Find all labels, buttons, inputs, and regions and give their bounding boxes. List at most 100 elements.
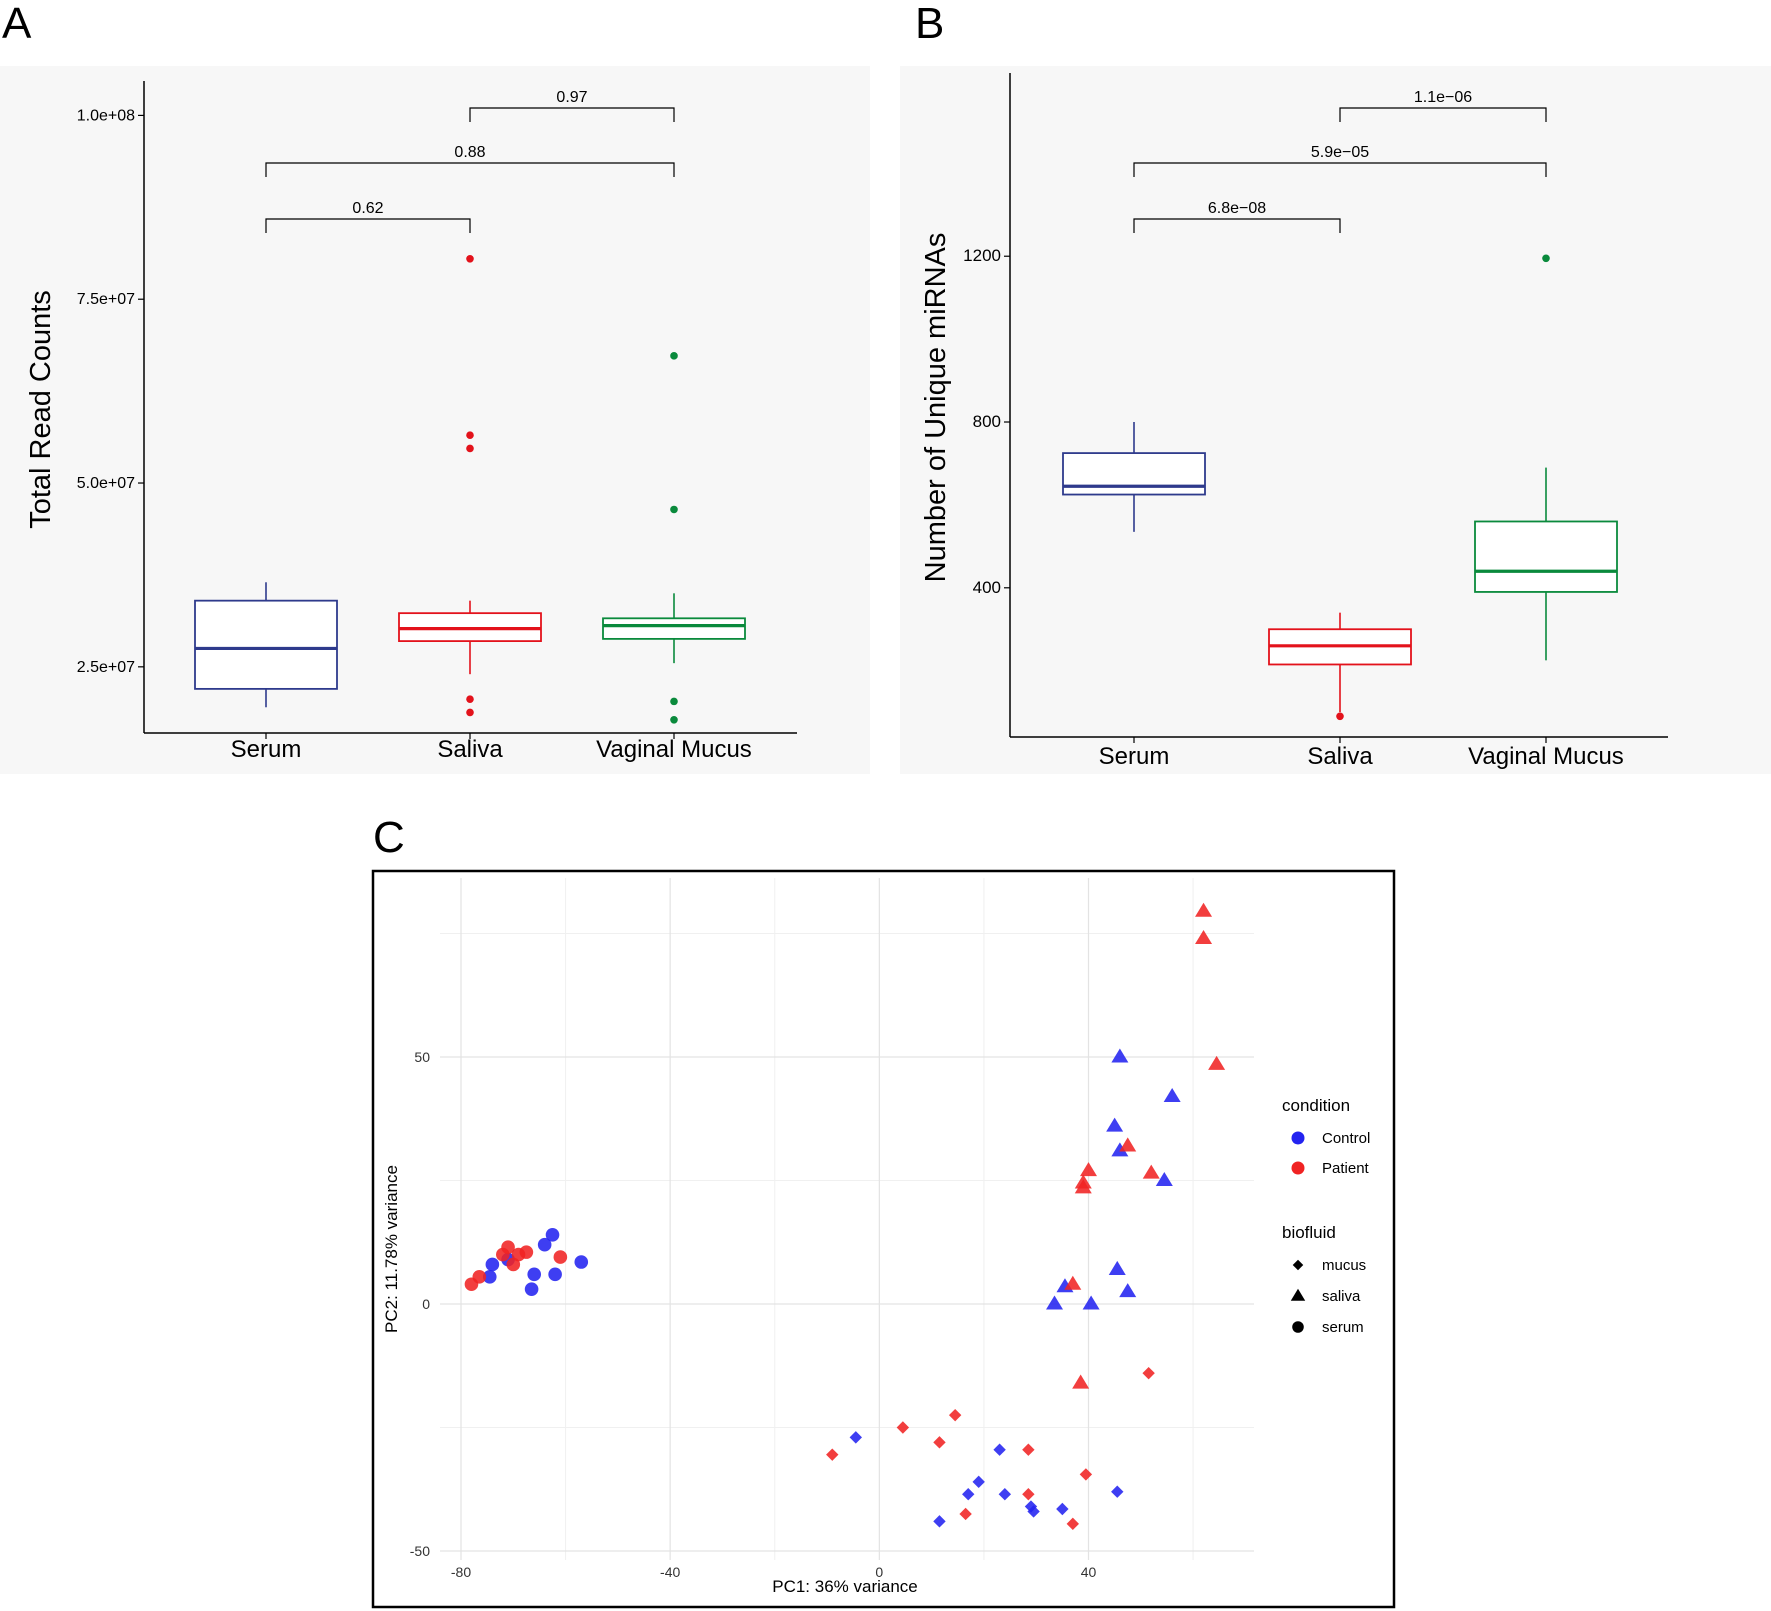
- pca-point-mucus-control: [998, 1487, 1012, 1501]
- y-tick-label: 1200: [963, 246, 1001, 265]
- pca-point-saliva-control: [1119, 1283, 1137, 1298]
- p-value-label: 1.1e−06: [1414, 89, 1472, 106]
- x-tick-label: Vaginal Mucus: [1468, 743, 1624, 770]
- y-tick-label: -50: [410, 1543, 430, 1559]
- pca-point-saliva-control: [1106, 1117, 1124, 1132]
- y-tick-label: 400: [973, 578, 1001, 597]
- legend-key-saliva: [1290, 1288, 1306, 1301]
- pca-point-saliva-patient: [1072, 1374, 1090, 1389]
- panel-label-b: B: [915, 0, 944, 48]
- significance-bracket: [265, 218, 471, 233]
- p-value-label: 5.9e−05: [1311, 144, 1369, 161]
- pca-point-mucus-control: [849, 1431, 863, 1444]
- outlier-point: [670, 715, 678, 724]
- legend-label-control: Control: [1322, 1130, 1370, 1147]
- p-value-label: 0.88: [454, 144, 485, 161]
- pca-point-mucus-patient: [1022, 1443, 1035, 1456]
- pca-point-mucus-patient: [1066, 1517, 1080, 1531]
- pca-point-serum-patient: [472, 1270, 487, 1284]
- significance-bracket: [1133, 162, 1547, 177]
- chart-b-unique-mirnas: 400 800 1200 Number of Unique miRNAs Serum Sa…: [920, 73, 1668, 770]
- pca-point-serum-control: [524, 1282, 539, 1296]
- pca-point-mucus-control: [933, 1515, 946, 1528]
- pca-point-mucus-patient: [1142, 1366, 1155, 1380]
- legend-label-mucus: mucus: [1322, 1257, 1366, 1274]
- y-axis-title: Total Read Counts: [25, 290, 57, 529]
- x-tick-label: Serum: [231, 736, 302, 763]
- x-tick-label: -40: [660, 1564, 680, 1580]
- x-tick-label: -80: [451, 1564, 471, 1580]
- significance-bracket: [265, 162, 675, 177]
- outlier-point: [670, 352, 678, 360]
- panel-a-background: [0, 66, 870, 774]
- outlier-point: [466, 431, 474, 440]
- significance-bracket: [1133, 218, 1341, 233]
- panel-c-frame: [371, 869, 1396, 1609]
- pca-point-saliva-patient: [1080, 1162, 1097, 1177]
- pca-point-saliva-patient: [1195, 929, 1213, 944]
- pca-point-mucus-patient: [959, 1507, 972, 1521]
- y-tick-label: 0: [422, 1296, 430, 1312]
- pca-point-serum-patient: [501, 1240, 515, 1254]
- pca-point-saliva-control: [1163, 1088, 1181, 1103]
- significance-bracket: [1339, 107, 1547, 122]
- y-tick-label: 2.5e+07: [77, 659, 135, 676]
- outlier-point: [670, 697, 678, 706]
- pca-point-saliva-control: [1111, 1048, 1129, 1063]
- significance-bracket: [469, 107, 675, 122]
- x-tick-label: 40: [1081, 1564, 1097, 1580]
- y-tick-label: 800: [973, 412, 1001, 431]
- p-value-label: 0.97: [556, 89, 587, 106]
- pca-point-saliva-patient: [1119, 1137, 1137, 1152]
- y-axis-title: PC2: 11.78% variance: [382, 1165, 401, 1333]
- legend-key-patient: [1291, 1161, 1305, 1175]
- pca-point-saliva-control: [1108, 1260, 1126, 1275]
- pca-point-mucus-patient: [1079, 1468, 1093, 1481]
- pca-point-mucus-control: [993, 1443, 1006, 1456]
- y-tick-label: 50: [414, 1049, 430, 1065]
- box-iqr: [602, 617, 746, 640]
- p-value-label: 6.8e−08: [1208, 200, 1266, 217]
- legend-label-serum: serum: [1322, 1319, 1364, 1336]
- pca-point-saliva-patient: [1142, 1164, 1160, 1179]
- pca-point-serum-control: [485, 1257, 500, 1272]
- outlier-point: [670, 505, 678, 514]
- outlier-point: [466, 708, 474, 717]
- legend-key-serum: [1292, 1321, 1304, 1333]
- y-axis-title: Number of Unique miRNAs: [920, 233, 952, 583]
- pca-point-saliva-control: [1046, 1295, 1064, 1310]
- pca-point-saliva-patient: [1074, 1174, 1092, 1189]
- pca-point-mucus-control: [1111, 1485, 1124, 1498]
- legend-label-saliva: saliva: [1322, 1288, 1361, 1305]
- pca-point-saliva-patient: [1195, 902, 1213, 917]
- pca-point-mucus-control: [1056, 1502, 1069, 1516]
- legend-title-biofluid: biofluid: [1282, 1223, 1336, 1242]
- y-tick-label: 7.5e+07: [77, 291, 135, 308]
- pca-point-saliva-control: [1155, 1172, 1173, 1187]
- outlier-point: [466, 695, 474, 703]
- pca-point-mucus-patient: [826, 1448, 839, 1461]
- box-iqr: [194, 599, 338, 690]
- x-tick-label: Serum: [1099, 743, 1170, 770]
- panel-label-a: A: [2, 0, 32, 48]
- pca-point-serum-control: [537, 1237, 552, 1252]
- pca-point-serum-control: [527, 1267, 542, 1282]
- pca-point-saliva-control: [1082, 1295, 1100, 1310]
- outlier-point: [1542, 254, 1550, 263]
- pca-point-serum-control: [545, 1228, 560, 1242]
- x-tick-label: Vaginal Mucus: [596, 736, 752, 763]
- panel-label-c: C: [373, 813, 405, 862]
- x-tick-label: Saliva: [1307, 743, 1373, 770]
- outlier-point: [1336, 712, 1344, 721]
- x-tick-label: 0: [875, 1564, 883, 1580]
- outlier-point: [466, 444, 474, 453]
- y-tick-label: 1.0e+08: [77, 107, 135, 124]
- pca-point-mucus-control: [1024, 1500, 1038, 1513]
- chart-a-total-read-counts: 2.5e+07 5.0e+07 7.5e+07 1.0e+08 Total Read C…: [25, 81, 797, 763]
- pca-point-saliva-patient: [1208, 1055, 1226, 1070]
- pca-point-saliva-patient: [1064, 1275, 1082, 1290]
- pca-point-saliva-control: [1111, 1142, 1129, 1157]
- pca-point-serum-control: [574, 1255, 589, 1269]
- pca-point-mucus-patient: [1022, 1487, 1035, 1501]
- x-axis-title: PC1: 36% variance: [772, 1577, 918, 1596]
